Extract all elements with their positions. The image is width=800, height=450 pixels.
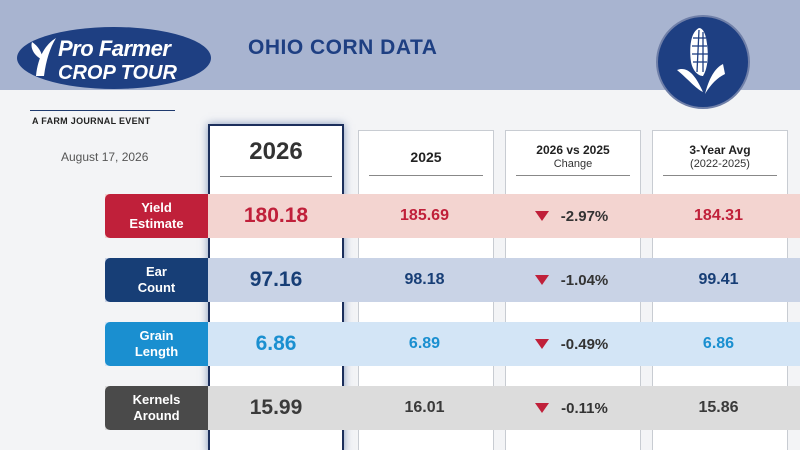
cell-2025: 6.89 — [408, 335, 441, 352]
row-label-line1: Yield — [141, 200, 172, 215]
cell-2025: 98.18 — [404, 271, 445, 288]
column-header-change-sub: Change — [553, 158, 593, 170]
change-value: -2.97% — [560, 207, 609, 225]
column-divider — [220, 176, 332, 177]
row-label-line1: Kernels — [132, 392, 181, 407]
cell-2026: 15.99 — [249, 396, 303, 419]
row-label-line2: Length — [134, 344, 179, 359]
column-divider — [663, 175, 777, 176]
change-value: -0.11% — [561, 399, 608, 417]
row-label-line2: Estimate — [129, 216, 184, 231]
row-label: Yield Estimate — [105, 194, 208, 238]
column-header-change-label: 2026 vs 2025 — [536, 143, 610, 157]
cell-change: -2.97% — [505, 194, 638, 238]
table-row — [105, 322, 800, 366]
table-row — [105, 386, 800, 430]
report-date: August 17, 2026 — [61, 150, 149, 164]
cell-change: -0.49% — [505, 322, 638, 366]
table-row — [105, 258, 800, 302]
page-title: OHIO CORN DATA — [248, 36, 438, 59]
row-label: Grain Length — [105, 322, 208, 366]
logo-text-line1: Pro Farmer — [58, 36, 171, 61]
cell-3yr-avg: 184.31 — [694, 207, 743, 224]
corn-icon — [656, 15, 750, 109]
down-arrow-icon — [535, 403, 550, 413]
column-header-2025: 2025 — [410, 149, 442, 165]
change-value: -1.04% — [560, 271, 609, 289]
row-label-line2: Around — [133, 408, 180, 423]
column-header-2026: 2026 — [249, 138, 303, 165]
row-label-line1: Ear — [146, 264, 167, 279]
row-label: Ear Count — [105, 258, 208, 302]
cell-2025: 185.69 — [400, 207, 449, 224]
cell-2026: 97.16 — [249, 268, 303, 291]
tagline: A FARM JOURNAL EVENT — [32, 116, 151, 126]
cell-2026: 180.18 — [243, 204, 309, 227]
cell-change: -0.11% — [505, 386, 638, 430]
cell-change: -1.04% — [505, 258, 638, 302]
logo-text-line2: CROP TOUR — [58, 62, 177, 84]
down-arrow-icon — [534, 275, 549, 285]
cell-2026: 6.86 — [255, 332, 297, 355]
column-header-avg: 3-Year Avg (2022-2025) — [653, 143, 787, 171]
column-header-change: 2026 vs 2025 Change — [506, 143, 640, 171]
column-divider — [516, 175, 630, 176]
cell-3yr-avg: 6.86 — [702, 335, 735, 352]
table-row — [105, 194, 800, 238]
down-arrow-icon — [534, 211, 549, 221]
row-label-line2: Count — [137, 280, 176, 295]
cell-3yr-avg: 99.41 — [698, 271, 739, 288]
pro-farmer-logo — [17, 27, 211, 89]
column-header-avg-sub: (2022-2025) — [690, 158, 750, 170]
tagline-divider — [30, 110, 175, 111]
cell-3yr-avg: 15.86 — [698, 399, 739, 416]
row-label-line1: Grain — [139, 328, 174, 343]
column-header-avg-label: 3-Year Avg — [689, 143, 751, 157]
down-arrow-icon — [534, 339, 549, 349]
change-value: -0.49% — [560, 335, 609, 353]
cell-2025: 16.01 — [404, 399, 445, 416]
row-label: Kernels Around — [105, 386, 208, 430]
column-divider — [369, 175, 483, 176]
